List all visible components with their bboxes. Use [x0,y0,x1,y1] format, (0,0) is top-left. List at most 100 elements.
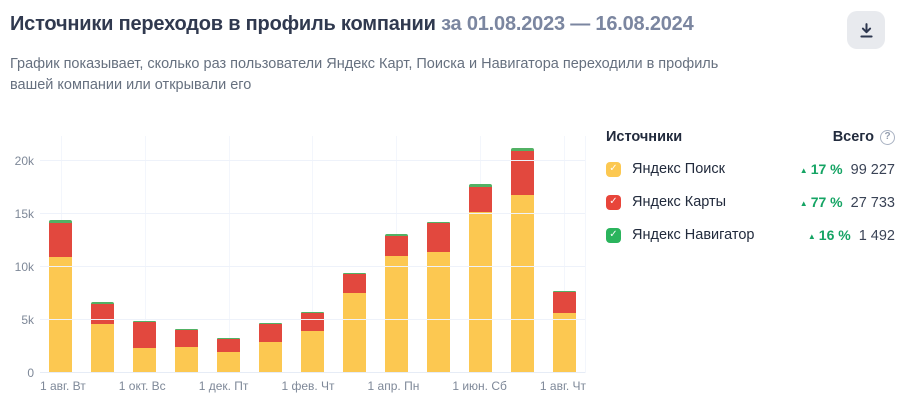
bar-segment-maps[interactable] [91,304,115,325]
stacked-bar-янв 2024[interactable] [259,323,283,373]
gridline-15k [40,213,585,215]
y-tick-0: 0 [27,366,34,380]
bar-column [417,136,459,373]
bar-segment-search[interactable] [133,347,157,373]
stacked-bar-chart: 1 авг. Вт 1 окт. Вс 1 дек. Пт 1 фев. Чт 1 ап… [8,136,590,398]
bar-segment-navigator[interactable] [468,183,492,187]
bar-segment-maps[interactable] [133,322,157,348]
stacked-bar-май 2024[interactable] [426,221,450,373]
stacked-bar-ноя 2023[interactable] [175,328,199,373]
checkbox-yandex-navigator[interactable]: ✓ [606,227,621,243]
x-tick-label: 1 фев. Чт [281,379,335,393]
download-button[interactable] [847,11,885,49]
bar-segment-maps[interactable] [552,291,576,313]
stacked-bar-фев 2024[interactable] [300,312,324,373]
bar-segment-navigator[interactable] [217,337,241,339]
check-icon: ✓ [609,229,618,240]
bar-segment-maps[interactable] [217,338,241,353]
stacked-bar-июл 2024[interactable] [510,147,534,373]
bar-segment-search[interactable] [91,324,115,373]
x-tick-label: 1 дек. Пт [198,379,249,393]
x-tick-label [248,379,281,393]
bar-segment-maps[interactable] [384,236,408,256]
bar-column [124,136,166,373]
bar-segment-navigator[interactable] [510,147,534,152]
bar-segment-search[interactable] [426,252,450,373]
bar-segment-navigator[interactable] [300,312,324,314]
bar-column [40,136,82,373]
bar-segment-search[interactable] [259,341,283,373]
gridline-10k [40,266,585,268]
bar-column [543,136,585,373]
bar-column [250,136,292,373]
x-tick-label [335,379,368,393]
stacked-bar-авг 2023[interactable] [49,219,73,373]
bar-segment-navigator[interactable] [175,328,199,330]
bar-segment-navigator[interactable] [342,273,366,275]
widget-title: Источники переходов в профиль компании [10,13,436,35]
bar-segment-navigator[interactable] [133,321,157,323]
x-tick-label [86,379,119,393]
bar-segment-search[interactable] [384,255,408,373]
bar-segment-search[interactable] [49,256,73,373]
bar-segment-search[interactable] [510,195,534,373]
bar-segment-maps[interactable] [468,186,492,213]
bar-segment-maps[interactable] [510,151,534,196]
bar-segment-search[interactable] [342,292,366,373]
stacked-bar-июн 2024[interactable] [468,183,492,373]
bars-container [40,136,585,373]
bar-segment-navigator[interactable] [91,302,115,305]
total-maps: 27 733 [850,194,895,211]
bar-segment-search[interactable] [468,212,492,373]
stacked-bar-апр 2024[interactable] [384,234,408,373]
chart-legend: Источники Всего ? ✓ Яндекс Поиск ▲ 17 % 9… [606,128,895,245]
bar-column [166,136,208,373]
bar-column [292,136,334,373]
stacked-bar-дек 2023[interactable] [217,337,241,373]
bar-segment-navigator[interactable] [384,234,408,236]
bar-segment-navigator[interactable] [426,221,450,224]
legend-row-search[interactable]: ✓ Яндекс Поиск ▲ 17 % 99 227 [606,159,895,179]
percent-search: 17 % [810,160,843,177]
vertical-gridline [312,136,314,373]
vertical-gridline [228,136,230,373]
check-icon: ✓ [609,196,618,207]
bar-segment-maps[interactable] [342,274,366,293]
bar-segment-search[interactable] [300,330,324,373]
x-tick-label: 1 авг. Вт [40,379,86,393]
widget-description: График показывает, сколько раз пользоват… [10,54,718,96]
gridline-20k [40,160,585,162]
stacked-bar-мар 2024[interactable] [342,273,366,373]
bar-segment-search[interactable] [552,312,576,373]
bar-segment-maps[interactable] [300,313,324,331]
help-icon[interactable]: ? [880,129,895,145]
checkbox-yandex-search[interactable]: ✓ [606,161,621,177]
bar-segment-maps[interactable] [426,223,450,253]
bar-segment-search[interactable] [217,352,241,373]
bar-segment-navigator[interactable] [259,323,283,325]
bar-column [82,136,124,373]
x-tick-label: 1 авг. Чт [539,379,587,393]
legend-row-maps[interactable]: ✓ Яндекс Карты ▲ 77 % 27 733 [606,192,895,212]
bar-segment-maps[interactable] [49,222,73,257]
stacked-bar-окт 2023[interactable] [133,321,157,373]
bar-segment-maps[interactable] [259,324,283,342]
arrow-up-icon: ▲ [799,165,808,175]
stacked-bar-авг 2024[interactable] [552,290,576,373]
checkbox-yandex-maps[interactable]: ✓ [606,194,621,210]
bar-segment-navigator[interactable] [552,290,576,292]
bar-column [333,136,375,373]
x-tick-label: 1 апр. Пн [367,379,420,393]
legend-row-navigator[interactable]: ✓ Яндекс Навигатор ▲ 16 % 1 492 [606,225,895,245]
gridline-0 [40,372,585,373]
arrow-up-icon: ▲ [799,198,808,208]
x-tick-label [166,379,199,393]
stacked-bar-сен 2023[interactable] [91,302,115,373]
legend-total-heading: Всего [832,129,874,145]
bar-segment-navigator[interactable] [49,219,73,223]
bar-column [501,136,543,373]
bar-segment-maps[interactable] [175,329,199,347]
page-title: Источники переходов в профиль компании з… [10,13,694,36]
trend-badge-maps: ▲ 77 % [800,194,843,210]
bar-segment-search[interactable] [175,346,199,373]
